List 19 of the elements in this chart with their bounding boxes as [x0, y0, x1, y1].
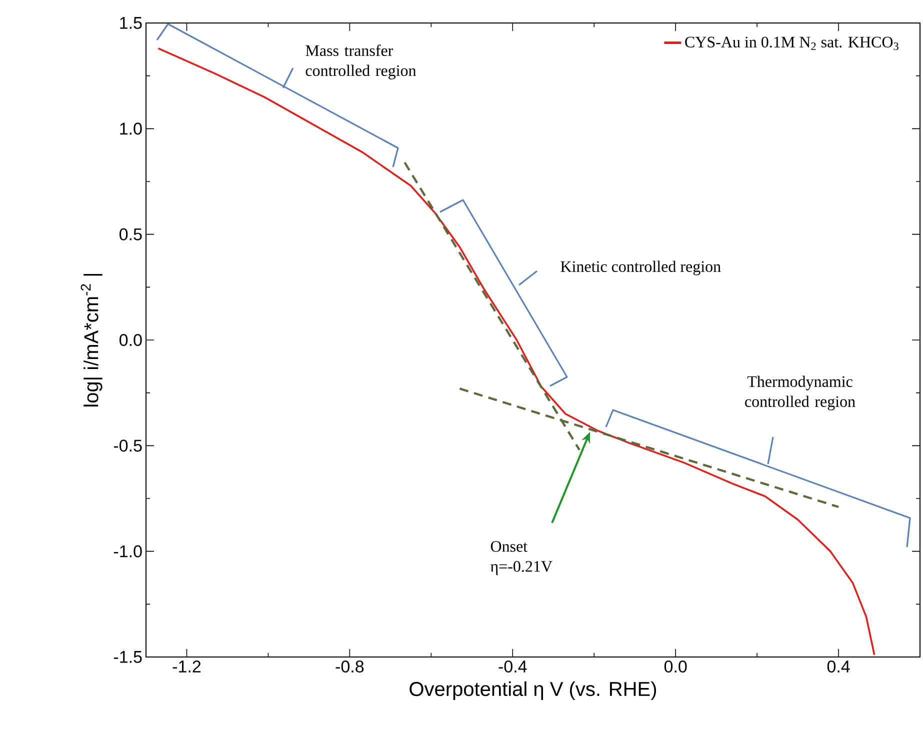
y-tick-label: -1.0	[114, 545, 142, 558]
x-tick-label: 0.4	[827, 660, 850, 673]
y-tick-label: 1.5	[120, 17, 142, 29]
legend-label: CYS-Au in 0.1M N$_{2}$ sat. KHCO$_{3}$	[685, 36, 898, 50]
y-tick-label: 0.0	[120, 334, 142, 346]
x-axis-title: Overpotential η V (vs. RHE)	[410, 681, 656, 700]
y-tick-label: -0.5	[114, 440, 142, 452]
x-tick-label: -0.4	[498, 660, 527, 673]
y-axis-title: log| i/mA*cm$^{-2}$ |	[80, 274, 102, 406]
x-tick-label: -0.8	[336, 660, 364, 673]
annotation: Onset η=-0.21V	[490, 541, 552, 576]
y-tick-label: -1.5	[114, 651, 142, 663]
annotation: Mass transfer controlled region	[306, 44, 416, 80]
x-tick-label: -1.2	[172, 660, 201, 672]
y-tick-label: 0.5	[120, 228, 142, 240]
annotation: Kinetic controlled region	[560, 260, 721, 276]
y-tick-label: 1.0	[120, 122, 142, 135]
annotation: Thermodynamic controlled region	[745, 376, 856, 410]
x-tick-label: 0.0	[664, 660, 687, 673]
